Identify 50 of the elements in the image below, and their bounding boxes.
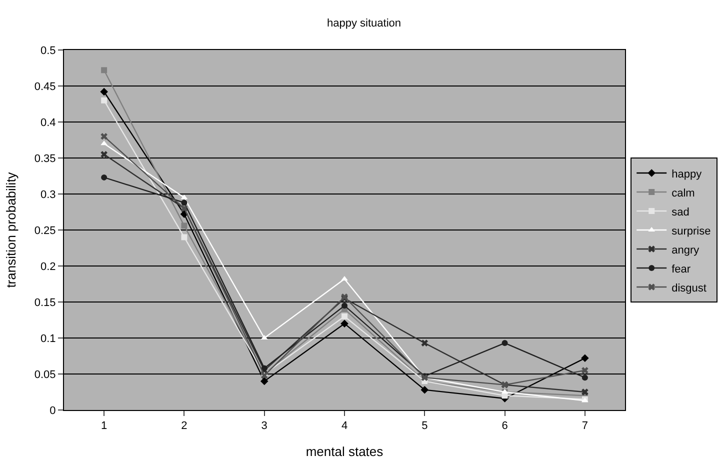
y-tick-label: 0.45 [34, 80, 56, 93]
x-tick-label: 7 [582, 420, 588, 432]
point [101, 97, 108, 104]
y-tick-label: 0.05 [34, 368, 56, 381]
point [261, 365, 268, 372]
point [101, 67, 108, 74]
point [340, 320, 348, 328]
y-tick-label: 0.25 [34, 224, 56, 237]
y-tick-label: 0.5 [40, 44, 56, 57]
point [100, 88, 108, 96]
point [582, 367, 588, 374]
point [342, 302, 348, 309]
point [181, 234, 188, 240]
point [260, 377, 268, 386]
point [342, 313, 348, 320]
y-tick-label: 0.35 [34, 152, 56, 165]
x-tick-label: 1 [101, 420, 108, 432]
x-tick-label: 5 [422, 420, 428, 432]
point [581, 354, 589, 362]
point [100, 133, 108, 140]
point [582, 388, 588, 396]
x-tick-label: 3 [261, 420, 268, 432]
x-tick-label: 6 [502, 420, 508, 432]
legend-label: fear [672, 263, 691, 276]
legend-label: happy [672, 168, 702, 180]
y-tick-label: 0.2 [40, 260, 56, 273]
y-tick-label: 0.4 [40, 116, 56, 129]
x-axis-title: mental states [306, 444, 384, 459]
point [421, 340, 428, 346]
y-tick-label: 0.15 [34, 296, 56, 309]
legend-label: calm [672, 187, 695, 200]
point [582, 374, 588, 381]
y-tick-label: 0.1 [40, 332, 56, 345]
point [100, 151, 108, 158]
point [502, 340, 508, 346]
x-tick-label: 4 [341, 420, 348, 432]
legend-label: sad [672, 206, 690, 218]
y-tick-label: 0 [50, 404, 56, 417]
chart-title: happy situation [327, 17, 401, 30]
point [181, 200, 188, 206]
legend-label: surprise [672, 225, 711, 238]
point [341, 276, 348, 280]
point [420, 386, 429, 394]
y-axis-title: transition probability [3, 172, 18, 288]
y-tick-label: 0.3 [40, 188, 56, 201]
x-tick-label: 2 [181, 420, 188, 432]
point [101, 174, 108, 180]
legend-label: angry [672, 244, 700, 256]
legend-label: disgust [672, 282, 706, 294]
point [181, 222, 188, 229]
